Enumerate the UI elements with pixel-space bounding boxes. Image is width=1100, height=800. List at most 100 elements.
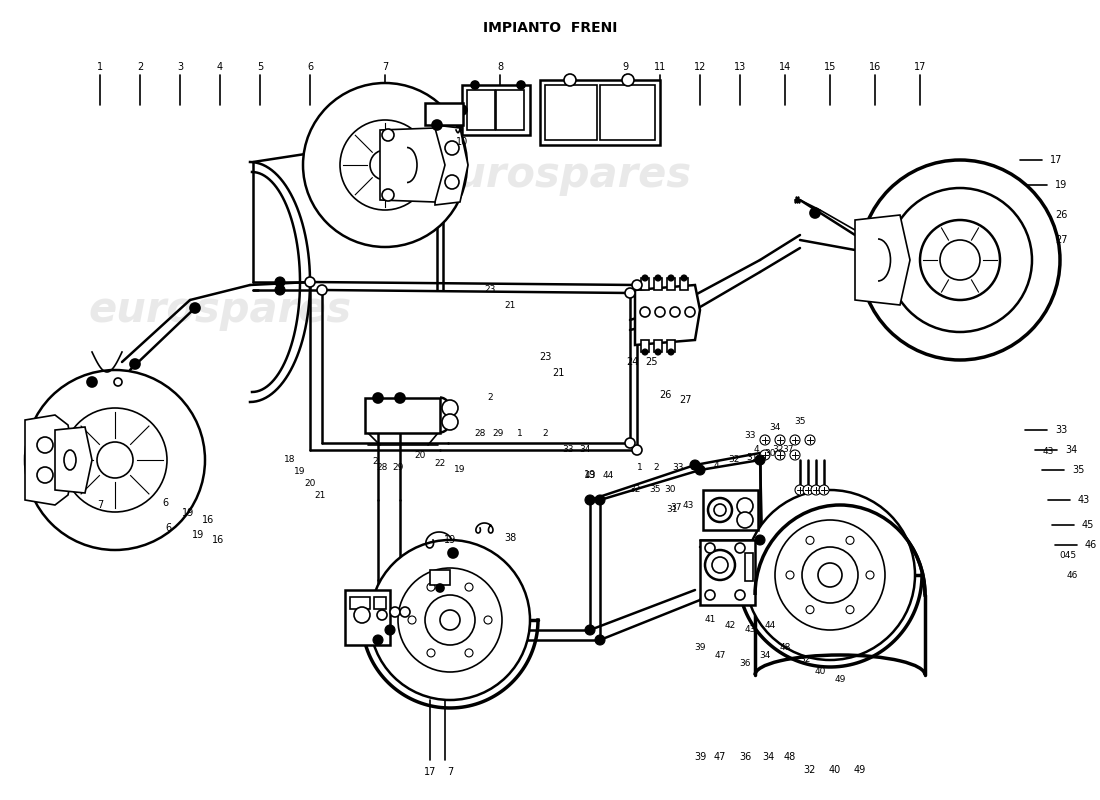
Circle shape xyxy=(442,414,458,430)
Text: 48: 48 xyxy=(779,643,791,653)
Text: 21: 21 xyxy=(315,491,326,501)
Circle shape xyxy=(735,543,745,553)
Text: 6: 6 xyxy=(165,523,172,533)
Text: 19: 19 xyxy=(584,470,596,480)
Circle shape xyxy=(625,288,635,298)
Text: 39: 39 xyxy=(694,752,706,762)
Circle shape xyxy=(382,129,394,141)
Circle shape xyxy=(695,465,705,475)
Circle shape xyxy=(471,81,478,89)
Circle shape xyxy=(432,120,442,130)
Text: 16: 16 xyxy=(869,62,881,72)
Circle shape xyxy=(585,625,595,635)
Bar xyxy=(425,103,463,125)
Text: 16: 16 xyxy=(212,535,224,545)
Text: 44: 44 xyxy=(603,470,614,479)
Bar xyxy=(496,90,524,130)
Text: 47: 47 xyxy=(714,650,726,659)
Circle shape xyxy=(275,277,285,287)
Text: 21: 21 xyxy=(552,368,564,378)
Text: 9: 9 xyxy=(621,62,628,72)
Text: 2: 2 xyxy=(372,458,377,466)
Text: 40: 40 xyxy=(814,667,826,677)
Circle shape xyxy=(668,275,674,281)
Circle shape xyxy=(97,442,133,478)
Circle shape xyxy=(302,83,468,247)
Text: 28: 28 xyxy=(376,462,387,471)
Text: 2: 2 xyxy=(487,394,493,402)
Bar xyxy=(654,340,662,352)
Text: 36: 36 xyxy=(739,752,751,762)
Text: 1: 1 xyxy=(97,62,103,72)
Text: 49: 49 xyxy=(834,675,846,685)
Circle shape xyxy=(390,607,400,617)
Circle shape xyxy=(712,557,728,573)
Circle shape xyxy=(705,543,715,553)
Text: 26: 26 xyxy=(659,390,671,400)
Circle shape xyxy=(446,141,459,155)
Text: 35: 35 xyxy=(1072,465,1085,475)
Text: 2: 2 xyxy=(542,429,548,438)
Text: 7: 7 xyxy=(382,62,388,72)
Text: 2: 2 xyxy=(136,62,143,72)
Text: 26: 26 xyxy=(1055,210,1067,220)
Text: 37: 37 xyxy=(670,503,682,513)
Circle shape xyxy=(786,571,794,579)
Text: 29: 29 xyxy=(393,462,404,471)
Circle shape xyxy=(705,550,735,580)
Bar xyxy=(667,278,675,290)
Text: 27: 27 xyxy=(679,395,691,405)
Circle shape xyxy=(920,220,1000,300)
Circle shape xyxy=(802,547,858,603)
Text: 32: 32 xyxy=(728,455,739,465)
Text: 37: 37 xyxy=(782,446,794,454)
Circle shape xyxy=(465,649,473,657)
Bar xyxy=(544,85,597,140)
Circle shape xyxy=(810,208,820,218)
Circle shape xyxy=(668,349,674,355)
Bar xyxy=(641,278,649,290)
Circle shape xyxy=(846,536,854,544)
Circle shape xyxy=(621,74,634,86)
Circle shape xyxy=(790,435,800,445)
Text: 19: 19 xyxy=(182,508,194,518)
Bar xyxy=(345,590,390,645)
Text: 47: 47 xyxy=(714,752,726,762)
Text: 29: 29 xyxy=(493,429,504,438)
Circle shape xyxy=(442,400,458,416)
Circle shape xyxy=(317,285,327,295)
Circle shape xyxy=(714,504,726,516)
Circle shape xyxy=(340,120,430,210)
Circle shape xyxy=(776,520,886,630)
Circle shape xyxy=(654,307,666,317)
Circle shape xyxy=(805,435,815,445)
Circle shape xyxy=(820,485,829,495)
Circle shape xyxy=(940,240,980,280)
Circle shape xyxy=(755,535,764,545)
Circle shape xyxy=(517,81,525,89)
Circle shape xyxy=(377,610,387,620)
Circle shape xyxy=(585,495,595,505)
Circle shape xyxy=(398,568,502,672)
Circle shape xyxy=(37,467,53,483)
Bar xyxy=(374,597,386,609)
Text: 28: 28 xyxy=(474,429,486,438)
Circle shape xyxy=(685,307,695,317)
Circle shape xyxy=(642,349,648,355)
Circle shape xyxy=(860,160,1060,360)
Circle shape xyxy=(458,120,466,128)
Text: 43: 43 xyxy=(584,470,596,479)
Bar xyxy=(462,85,530,135)
Circle shape xyxy=(806,536,814,544)
Text: 11: 11 xyxy=(653,62,667,72)
Text: 4: 4 xyxy=(217,62,223,72)
Text: 34: 34 xyxy=(580,446,591,454)
Bar xyxy=(700,540,755,605)
Circle shape xyxy=(275,285,285,295)
Text: 35: 35 xyxy=(649,486,661,494)
Text: 19: 19 xyxy=(295,467,306,477)
Circle shape xyxy=(806,606,814,614)
Text: 13: 13 xyxy=(734,62,746,72)
Text: 7: 7 xyxy=(97,500,103,510)
Circle shape xyxy=(400,607,410,617)
